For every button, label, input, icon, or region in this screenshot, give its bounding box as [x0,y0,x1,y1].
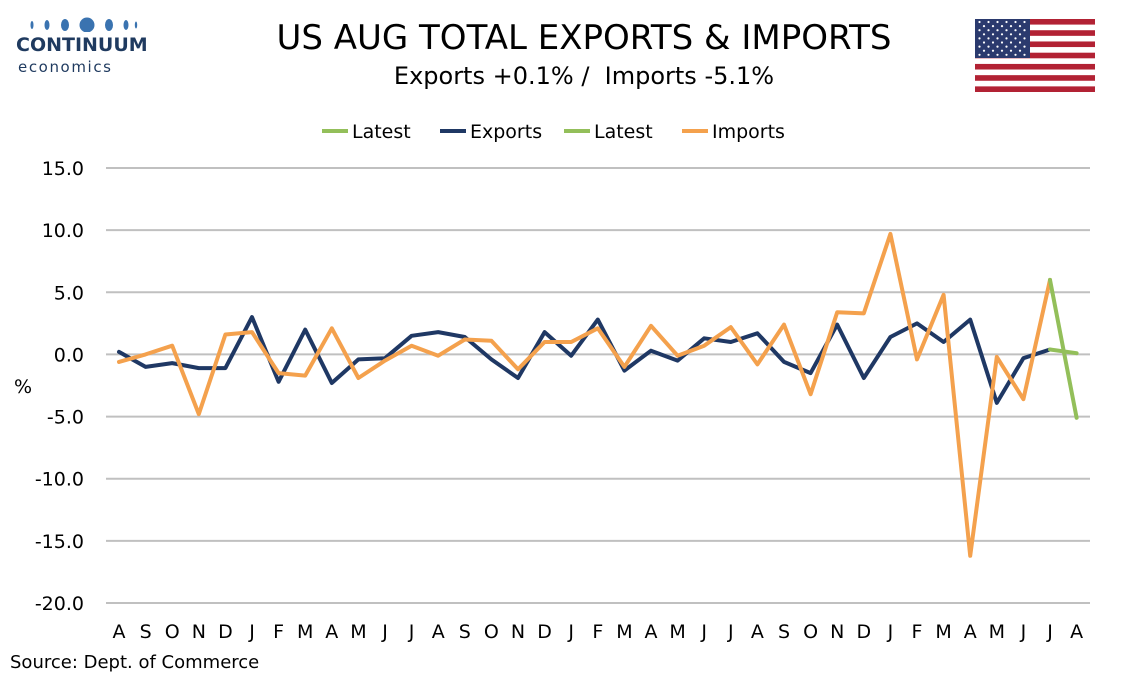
y-tick-label: 10.0 [42,220,84,242]
logo-dots-icon [30,17,138,32]
x-tick-label: J [408,621,415,643]
x-tick-label: M [989,621,1005,643]
series [117,231,1079,558]
x-tick-label: J [887,621,894,643]
x-tick-label: M [297,621,313,643]
x-tick-label: F [592,621,603,643]
x-tick-label: J [567,621,574,643]
x-tick-label: M [935,621,951,643]
y-tick-label: 5.0 [54,282,84,304]
x-tick-label: S [778,621,790,643]
y-tick-label: -10.0 [35,469,84,491]
series-line-exports [117,315,1052,405]
series-line-imports-latest [1048,277,1079,420]
logo-brand: CONTINUUM [16,34,148,56]
legend-label: Imports [712,121,785,143]
x-tick-label: O [165,621,180,643]
legend-label: Latest [594,121,653,143]
x-tick-label: F [912,621,923,643]
x-tick-label: N [511,621,525,643]
x-tick-label: J [1020,621,1027,643]
y-axis-label: % [14,376,32,398]
x-tick-label: D [856,621,871,643]
x-tick-label: J [1046,621,1053,643]
y-tick-label: 15.0 [42,158,84,180]
x-tick-label: D [537,621,552,643]
x-tick-label: N [192,621,206,643]
y-tick-label: -20.0 [35,593,84,615]
x-tick-label: N [830,621,844,643]
x-tick-label: M [350,621,366,643]
source-note: Source: Dept. of Commerce [10,652,260,673]
chart-subtitle: Exports +0.1% / Imports -5.1% [393,62,775,90]
continuum-economics-logo: CONTINUUM economics [12,14,148,76]
x-tick-label: A [751,621,764,643]
x-tick-label: A [645,621,658,643]
us-flag-icon [975,19,1095,92]
x-tick-label: J [381,621,388,643]
x-tick-label: S [140,621,152,643]
x-tick-label: J [727,621,734,643]
chart-title: US AUG TOTAL EXPORTS & IMPORTS [276,18,892,58]
x-tick-label: J [248,621,255,643]
x-tick-label: O [803,621,818,643]
x-tick-label: A [113,621,126,643]
x-tick-label: A [432,621,445,643]
legend-label: Latest [352,121,411,143]
logo-subtitle: economics [18,58,113,76]
x-tick-label: A [325,621,338,643]
y-axis: 15.0 10.0 5.0 0.0 -5.0 -10.0 -15.0 -20.0 [35,158,84,615]
gridlines [106,167,1090,604]
legend-label: Exports [470,121,542,143]
x-tick-label: A [1070,621,1083,643]
x-tick-label: J [700,621,707,643]
y-tick-label: -5.0 [47,407,84,429]
y-tick-label: 0.0 [54,344,84,366]
x-tick-label: A [964,621,977,643]
series-line-imports [117,231,1052,558]
x-tick-label: D [218,621,233,643]
x-tick-label: O [484,621,499,643]
y-tick-label: -15.0 [35,531,84,553]
legend: Latest Exports Latest Imports [322,121,785,143]
x-tick-label: F [273,621,284,643]
x-tick-label: M [616,621,632,643]
x-tick-label: S [459,621,471,643]
x-tick-label: M [669,621,685,643]
